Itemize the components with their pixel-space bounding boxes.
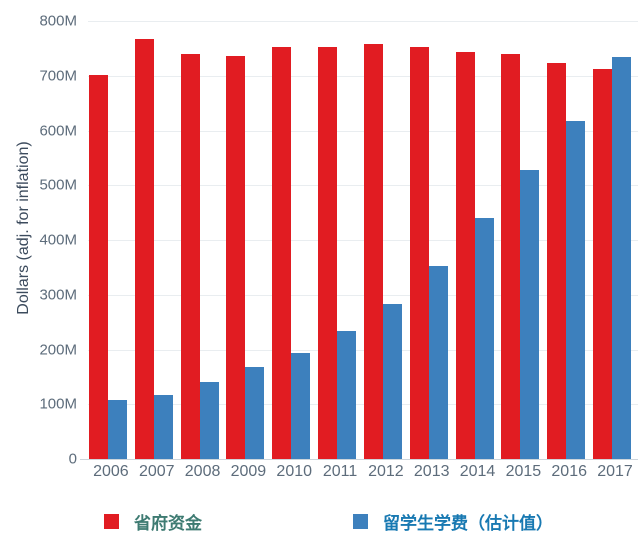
bar-provincial-funding-2012[interactable] (363, 44, 383, 459)
y-axis-tick-0: 0 (68, 450, 77, 468)
bar-intl-student-tuition-2008[interactable] (199, 381, 219, 459)
legend-label-provincial-funding: 省府资金 (134, 514, 202, 533)
bar-group-2013 (409, 21, 455, 459)
legend-swatch-intl-student-tuition (353, 514, 368, 529)
x-axis-label-2011: 2011 (322, 463, 358, 480)
bar-provincial-funding-2007[interactable] (134, 38, 154, 459)
x-axis-label-2009: 2009 (230, 463, 267, 480)
x-axis-label-2017: 2017 (597, 463, 633, 480)
y-axis-tick-500M: 500M (39, 176, 77, 194)
bar-provincial-funding-2008[interactable] (180, 53, 200, 459)
y-axis-tick-600M: 600M (39, 122, 77, 139)
y-axis-labels: 800M 700M 600M 500M 400M 300M 200M 100M 0 (0, 13, 82, 468)
bar-intl-student-tuition-2017[interactable] (612, 56, 632, 459)
bar-intl-student-tuition-2006[interactable] (108, 400, 127, 459)
bar-provincial-funding-2010[interactable] (272, 47, 292, 459)
x-axis-label-2010: 2010 (276, 463, 313, 480)
bar-group-2016 (546, 21, 592, 459)
bar-group-2008 (180, 21, 226, 459)
gridline-300M (88, 294, 638, 296)
legend-label-intl-student-tuition: 留学生学费（估计值） (383, 514, 553, 533)
bar-intl-student-tuition-2012[interactable] (382, 303, 402, 459)
bar-intl-student-tuition-2016[interactable] (566, 120, 586, 459)
x-axis-label-2008: 2008 (184, 463, 221, 480)
y-axis-tick-400M: 400M (39, 231, 77, 249)
y-axis-tick-700M: 700M (39, 67, 77, 85)
bar-provincial-funding-2013[interactable] (409, 47, 429, 459)
plot-area (88, 21, 638, 459)
bar-provincial-funding-2015[interactable] (501, 53, 521, 459)
x-axis-line (80, 459, 638, 460)
bar-provincial-funding-2011[interactable] (318, 46, 338, 459)
legend-item-provincial-funding[interactable]: 省府资金 (104, 509, 202, 534)
bar-intl-student-tuition-2014[interactable] (474, 217, 494, 459)
gridline-400M (88, 240, 638, 241)
x-axis-label-2006: 2006 (93, 463, 129, 480)
y-axis-tick-300M: 300M (39, 286, 77, 304)
bar-intl-student-tuition-2010[interactable] (291, 352, 311, 459)
gridline-600M (88, 130, 638, 132)
gridline-100M (88, 404, 638, 406)
bar-group-2014 (455, 21, 501, 459)
bar-group-2009 (225, 21, 271, 459)
y-axis-tick-800M: 800M (39, 12, 77, 30)
bar-group-2007 (134, 21, 180, 459)
legend-swatch-provincial-funding (104, 514, 119, 529)
gridline-200M (88, 349, 638, 351)
bar-intl-student-tuition-2009[interactable] (245, 367, 265, 459)
bar-group-2015 (500, 21, 546, 459)
bar-provincial-funding-2009[interactable] (226, 55, 246, 459)
x-axis-labels: 2006 2007 2008 2009 2010 2011 2012 2013 2014 2015… (88, 463, 638, 481)
bar-group-2011 (317, 21, 363, 459)
x-axis-label-2007: 2007 (138, 463, 175, 480)
x-axis-label-2014: 2014 (459, 463, 496, 480)
y-axis-tick-200M: 200M (39, 341, 77, 358)
bar-intl-student-tuition-2015[interactable] (520, 170, 540, 459)
bar-group-2017 (592, 21, 638, 459)
bar-provincial-funding-2014[interactable] (455, 51, 475, 459)
bars-layer (88, 21, 638, 459)
x-axis-label-2016: 2016 (551, 463, 587, 480)
bar-intl-student-tuition-2007[interactable] (153, 394, 173, 459)
bar-group-2010 (271, 21, 317, 459)
x-axis-label-2013: 2013 (413, 463, 450, 480)
gridline-700M (88, 75, 638, 77)
bar-provincial-funding-2017[interactable] (593, 68, 613, 459)
bar-intl-student-tuition-2013[interactable] (428, 266, 448, 459)
legend-item-intl-student-tuition[interactable]: 留学生学费（估计值） (353, 509, 553, 534)
x-axis-label-2012: 2012 (368, 463, 404, 480)
bar-provincial-funding-2016[interactable] (547, 62, 567, 459)
bar-group-2006 (88, 21, 134, 459)
bar-group-2012 (363, 21, 409, 459)
bar-intl-student-tuition-2011[interactable] (337, 330, 357, 459)
gridline-500M (88, 185, 638, 187)
y-axis-tick-100M: 100M (39, 395, 77, 413)
x-axis-label-2015: 2015 (505, 463, 542, 480)
gridline-800M (88, 21, 638, 22)
bar-provincial-funding-2006[interactable] (89, 74, 108, 459)
